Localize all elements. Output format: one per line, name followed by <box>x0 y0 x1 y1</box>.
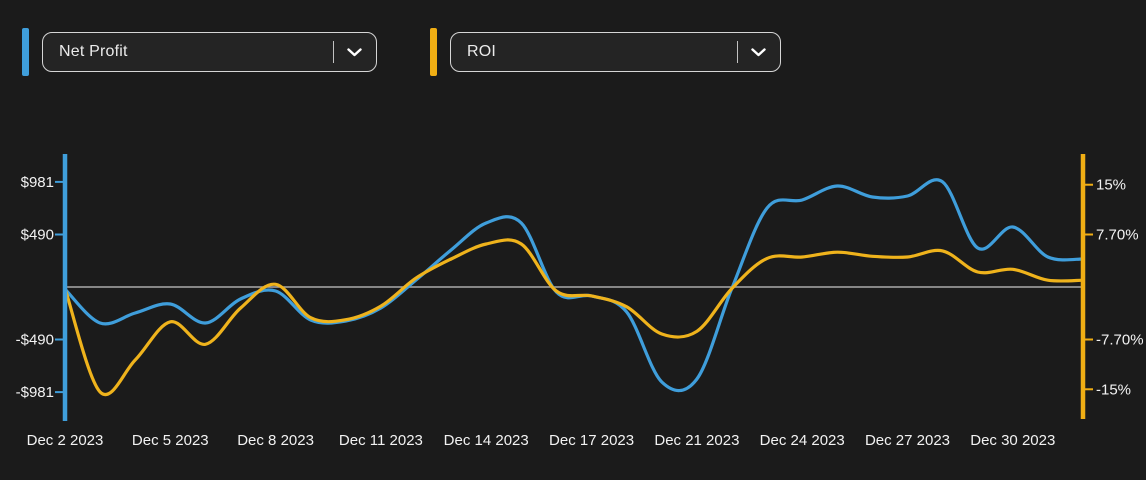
left-axis-tick-label: $490 <box>21 227 54 244</box>
dropdown-divider <box>737 41 738 63</box>
chevron-down-icon[interactable] <box>347 47 362 57</box>
right-axis-tick-label: -7.70% <box>1096 332 1144 349</box>
x-axis-label: Dec 2 2023 <box>27 432 104 449</box>
right-axis-tick-label: -15% <box>1096 381 1131 398</box>
x-axis-label: Dec 27 2023 <box>865 432 950 449</box>
x-axis-label: Dec 30 2023 <box>970 432 1055 449</box>
net-profit-line <box>63 178 1085 393</box>
series-selector-net-profit: Net Profit <box>22 28 377 76</box>
roi-accent-bar <box>430 28 437 76</box>
series-selector-roi: ROI <box>430 28 781 76</box>
roi-line <box>63 238 1085 397</box>
x-axis-label: Dec 14 2023 <box>444 432 529 449</box>
x-axis-label: Dec 17 2023 <box>549 432 634 449</box>
right-axis-tick-label: 15% <box>1096 177 1126 194</box>
x-axis-label: Dec 21 2023 <box>654 432 739 449</box>
x-axis-label: Dec 11 2023 <box>339 432 423 449</box>
left-axis-tick-label: $981 <box>21 174 54 191</box>
net-profit-dropdown-label: Net Profit <box>59 43 128 60</box>
net-profit-dropdown[interactable]: Net Profit <box>42 32 377 72</box>
right-axis-tick-label: 7.70% <box>1096 227 1139 244</box>
left-axis-tick-label: -$981 <box>16 384 54 401</box>
left-axis-tick-label: -$490 <box>16 332 54 349</box>
dropdown-divider <box>333 41 334 63</box>
x-axis-label: Dec 8 2023 <box>237 432 314 449</box>
x-axis-label: Dec 5 2023 <box>132 432 209 449</box>
roi-dropdown-label: ROI <box>467 43 497 60</box>
roi-dropdown[interactable]: ROI <box>450 32 781 72</box>
x-axis-label: Dec 24 2023 <box>760 432 845 449</box>
chevron-down-icon[interactable] <box>751 47 766 57</box>
net-profit-accent-bar <box>22 28 29 76</box>
